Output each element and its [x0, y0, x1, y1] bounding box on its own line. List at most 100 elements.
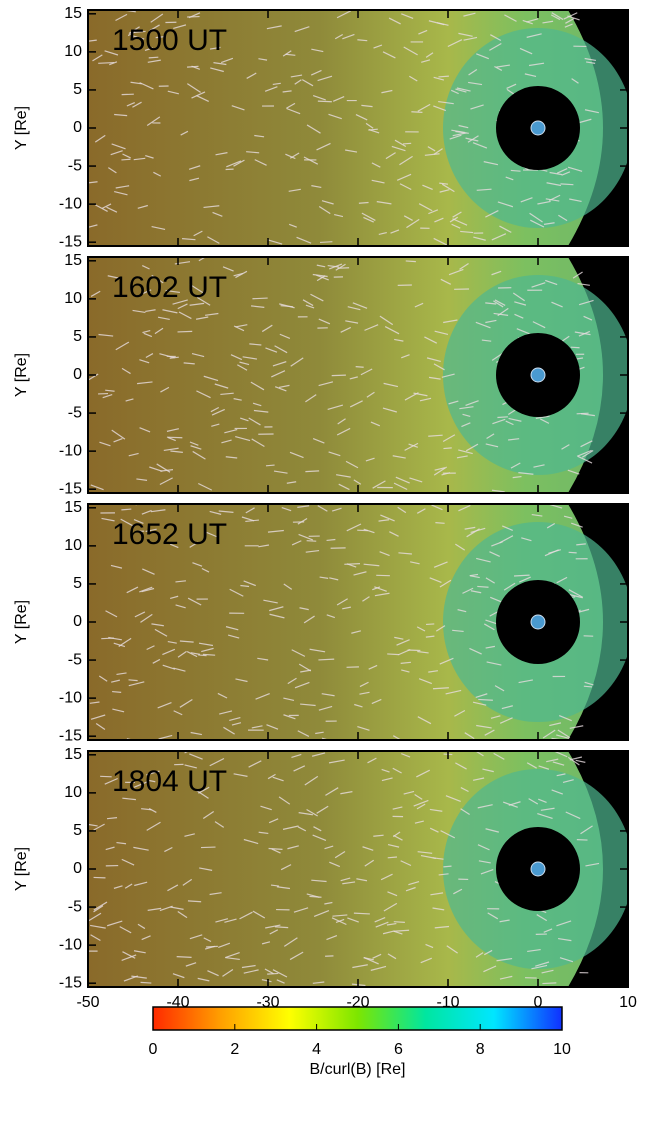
field-vector	[569, 725, 584, 729]
field-vector	[196, 95, 209, 102]
field-vector	[146, 821, 161, 831]
y-tick-label: -10	[59, 195, 82, 212]
field-vector	[312, 834, 327, 841]
field-vector	[175, 604, 186, 609]
field-vector	[111, 143, 126, 150]
field-vector	[240, 417, 249, 422]
field-vector	[246, 151, 260, 154]
field-vector	[280, 864, 292, 871]
field-vector	[285, 153, 296, 160]
field-vector	[90, 714, 106, 720]
field-vector	[434, 330, 449, 336]
field-vector	[209, 510, 222, 515]
field-vector	[329, 263, 343, 270]
colorbar-tick-label: 4	[312, 1041, 321, 1058]
field-vector	[565, 811, 581, 820]
field-vector	[531, 964, 548, 970]
field-vector	[353, 479, 362, 485]
field-vector	[146, 116, 161, 126]
field-vector	[219, 710, 233, 715]
field-vector	[485, 210, 499, 218]
field-vector	[173, 24, 187, 30]
field-vector	[290, 74, 303, 78]
field-vector	[279, 333, 291, 339]
field-vector	[352, 964, 368, 969]
field-vector	[458, 32, 473, 37]
field-vector	[149, 466, 163, 472]
field-vector	[327, 264, 339, 268]
field-vector	[374, 916, 386, 923]
field-vector	[105, 610, 118, 618]
field-vector	[546, 523, 556, 529]
field-vector	[379, 551, 390, 557]
field-vector	[392, 831, 401, 838]
field-vector	[396, 639, 410, 646]
y-tick-label: -15	[59, 727, 82, 744]
field-vector	[324, 845, 334, 850]
field-vector	[122, 153, 131, 159]
field-vector	[90, 934, 101, 942]
field-vector	[191, 353, 205, 358]
field-vector	[169, 595, 179, 600]
field-vector	[197, 977, 210, 982]
field-vector	[470, 527, 486, 533]
field-vector	[240, 584, 250, 588]
field-vector	[310, 293, 324, 302]
field-vector	[201, 567, 210, 573]
field-vector	[293, 907, 309, 913]
field-vector	[486, 433, 495, 440]
field-vector	[88, 224, 98, 228]
field-vector	[267, 239, 283, 245]
field-vector	[189, 441, 199, 446]
field-vector	[435, 625, 446, 632]
colorbar-tick-label: 0	[149, 1041, 158, 1058]
field-vector	[266, 25, 282, 30]
field-vector	[214, 383, 229, 389]
field-vector	[285, 53, 296, 56]
field-vector	[440, 278, 452, 285]
field-vector	[518, 472, 534, 475]
field-vector	[248, 760, 262, 768]
field-vector	[270, 884, 280, 887]
y-tick-label: -10	[59, 442, 82, 459]
field-vector	[210, 406, 220, 413]
field-vector	[505, 176, 514, 181]
field-vector	[139, 427, 151, 433]
field-vector	[401, 354, 410, 359]
field-vector	[170, 450, 183, 453]
field-vector	[274, 345, 288, 354]
field-vector	[512, 292, 525, 302]
field-vector	[328, 113, 342, 120]
earth	[530, 614, 546, 630]
field-vector	[508, 417, 522, 422]
field-vector	[317, 75, 333, 82]
field-vector	[392, 455, 406, 459]
field-vector	[372, 480, 386, 489]
field-vector	[480, 868, 494, 875]
field-vector	[394, 636, 404, 640]
field-vector	[501, 525, 513, 531]
field-vector	[334, 33, 344, 40]
field-vector	[215, 152, 228, 156]
field-vector	[324, 901, 333, 905]
field-vector	[225, 456, 238, 459]
field-vector	[420, 854, 436, 859]
field-vector	[499, 225, 512, 233]
field-vector	[497, 201, 514, 208]
y-tick-label: -15	[59, 233, 82, 250]
field-vector	[166, 436, 183, 439]
field-vector	[101, 517, 115, 522]
field-vector	[116, 672, 127, 676]
field-vector	[106, 817, 118, 820]
field-vector	[221, 439, 232, 444]
field-vector	[571, 78, 579, 84]
field-vector	[457, 609, 467, 613]
field-vector	[467, 135, 479, 143]
field-vector	[305, 470, 320, 473]
colorbar-tick-label: 10	[553, 1041, 571, 1058]
field-vector	[294, 79, 302, 85]
field-vector	[537, 200, 551, 205]
field-vector	[416, 508, 426, 514]
field-vector	[355, 366, 364, 368]
field-vector	[531, 513, 543, 517]
